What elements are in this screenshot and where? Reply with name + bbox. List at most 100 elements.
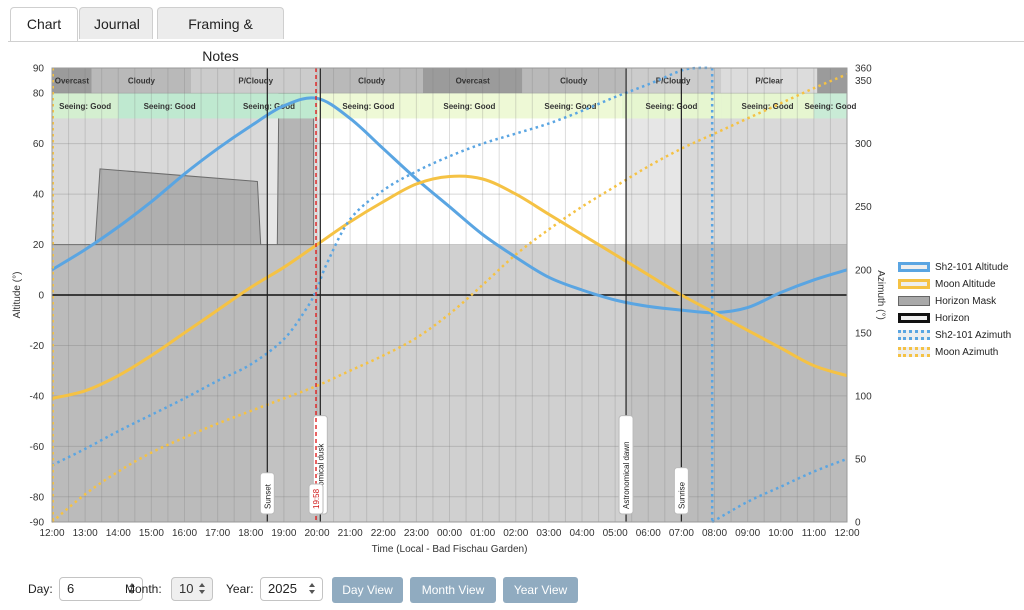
weather-label: Overcast [456,77,491,86]
current-time-label: 19:58 [312,488,321,509]
legend-label: Sh2-101 Altitude [935,262,1009,273]
day-spinner-icon[interactable] [129,583,136,595]
seeing-label: Seeing: Good [645,102,697,111]
event-label-group: Sunrise [673,467,689,515]
seeing-label: Seeing: Good [804,102,856,111]
legend-swatch [898,296,930,306]
legend-swatch [898,279,930,289]
altitude-tick-label: 80 [33,89,45,100]
time-tick-label: 13:00 [73,528,98,539]
event-label: Sunset [263,483,272,509]
azimuth-tick-label: 200 [855,265,872,276]
legend-label: Sh2-101 Azimuth [935,330,1012,341]
azimuth-tick-label: 50 [855,454,867,465]
weather-label: Cloudy [560,77,588,86]
event-label-group: Astronomical dawn [618,415,634,515]
time-tick-label: 12:00 [834,528,859,539]
time-tick-label: 03:00 [536,528,561,539]
horizon-mask-area [52,92,315,246]
time-tick-label: 11:00 [802,528,827,539]
altitude-tick-label: -80 [30,492,45,503]
time-tick-label: 06:00 [636,528,661,539]
time-tick-label: 15:00 [139,528,164,539]
weather-label: Cloudy [128,77,156,86]
weather-label: P/Cloudy [238,77,273,86]
weather-label: Cloudy [358,77,386,86]
tab-journal[interactable]: Journal [79,7,153,39]
altitude-chart: Overcast Cloudy P/Cloudy Cloudy Overcast Clou… [12,64,886,556]
azimuth-tick-label: 300 [855,139,872,150]
event-label: Astronomical dusk [316,443,325,509]
event-label-box [259,472,275,515]
weather-band [721,68,818,94]
azimuth-tick-label: 100 [855,391,872,402]
azimuth-tick-label: 0 [855,518,861,529]
azimuth-tick-label: 360 [855,64,872,75]
tab-framing-notes[interactable]: Framing & Notes [157,7,284,64]
azimuth-tick-label: 250 [855,202,872,213]
time-tick-label: 00:00 [437,528,462,539]
weather-band [423,68,523,94]
month-select[interactable]: 10 [171,577,213,601]
event-label-box [618,415,634,515]
time-tick-label: 12:00 [39,528,64,539]
seeing-label: Seeing: Good [544,102,596,111]
altitude-tick-label: -90 [30,518,45,529]
legend-label: Horizon [935,313,970,324]
azimuth-tick-label: 350 [855,76,872,87]
weather-band [52,68,92,94]
weather-label: Overcast [55,77,90,86]
event-label: Astronomical dawn [622,441,631,509]
sh2-101-azimuth-line [51,66,712,467]
month-spinner-icon[interactable] [199,583,206,595]
altitude-tick-label: 20 [33,240,45,251]
altitude-tick-label: 0 [38,291,44,302]
tab-bar: Chart Journal Framing & Notes [8,7,1024,64]
altitude-tick-label: 90 [33,64,45,75]
altitude-tick-label: 60 [33,139,45,150]
time-tick-label: 19:00 [271,528,296,539]
legend-label: Moon Azimuth [935,347,999,358]
year-input[interactable]: 2025 [260,577,323,601]
weather-label: P/Clear [755,77,783,86]
x-axis-title: Time (Local - Bad Fischau Garden) [372,544,528,555]
plot-border [51,67,848,523]
time-tick-label: 21:00 [338,528,363,539]
year-view-button[interactable]: Year View [503,577,578,603]
time-tick-label: 16:00 [172,528,197,539]
time-tick-label: 01:00 [470,528,495,539]
year-label: Year: [226,582,254,596]
y-axis-title: Altitude (°) [12,272,23,319]
tab-chart[interactable]: Chart [10,7,78,41]
year-spinner-icon[interactable] [309,583,316,595]
time-tick-label: 10:00 [768,528,793,539]
moon-altitude-line [51,174,848,400]
seeing-label: Seeing: Good [443,102,495,111]
weather-band [91,68,192,94]
day-input[interactable]: 6 [59,577,143,601]
time-tick-label: 08:00 [702,528,727,539]
horizon-mask-floor [52,244,847,523]
day-view-button[interactable]: Day View [332,577,403,603]
altitude-tick-label: 40 [33,190,45,201]
altitude-tick-label: -20 [30,341,45,352]
month-value: 10 [179,581,194,596]
day-label: Day: [28,582,53,596]
legend-swatch [898,330,930,340]
time-tick-label: 23:00 [404,528,429,539]
time-tick-label: 20:00 [304,528,329,539]
seeing-label: Seeing: Good [144,102,196,111]
event-label-box [673,467,689,515]
current-time-box [308,483,324,515]
altitude-tick-label: -60 [30,442,45,453]
legend-label: Moon Altitude [935,279,996,290]
seeing-band [813,93,847,119]
month-label: Month: [125,582,162,596]
month-view-button[interactable]: Month View [410,577,496,603]
current-time-group: 19:58 [308,483,324,515]
event-label: Sunrise [677,481,686,509]
time-tick-label: 04:00 [569,528,594,539]
altitude-tick-label: -40 [30,391,45,402]
y2-axis-title: Azimuth (°) [875,270,886,320]
legend-swatch [898,313,930,323]
